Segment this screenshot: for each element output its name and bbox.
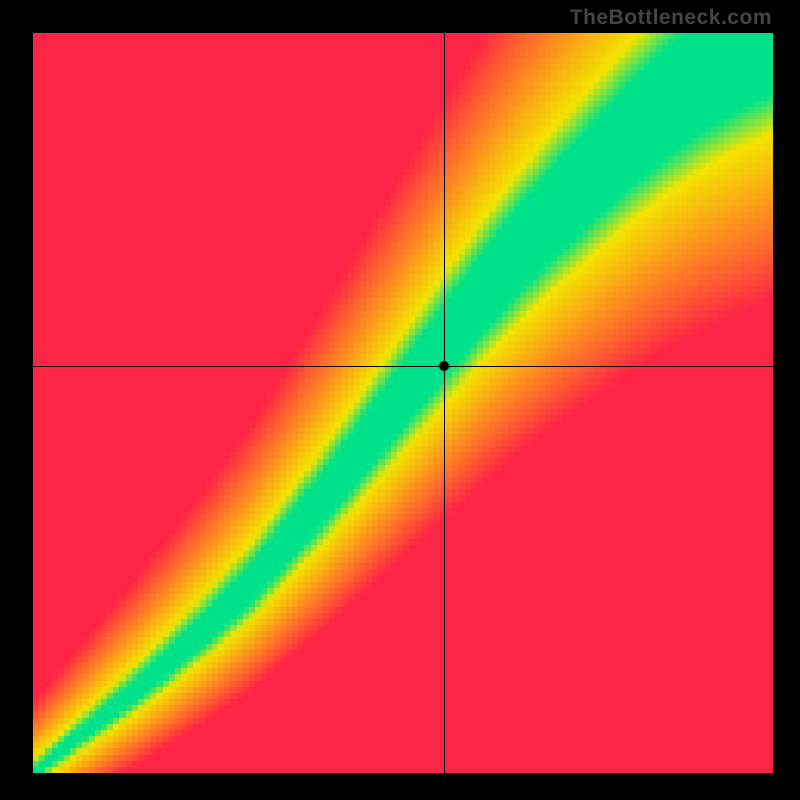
crosshair-vertical <box>444 33 445 773</box>
marker-point <box>439 361 449 371</box>
watermark-text: TheBottleneck.com <box>570 6 772 30</box>
chart-container: { "watermark": { "text": "TheBottleneck.… <box>0 0 800 800</box>
crosshair-horizontal <box>33 366 773 367</box>
heatmap-plot <box>33 33 773 773</box>
heatmap-canvas <box>33 33 773 773</box>
